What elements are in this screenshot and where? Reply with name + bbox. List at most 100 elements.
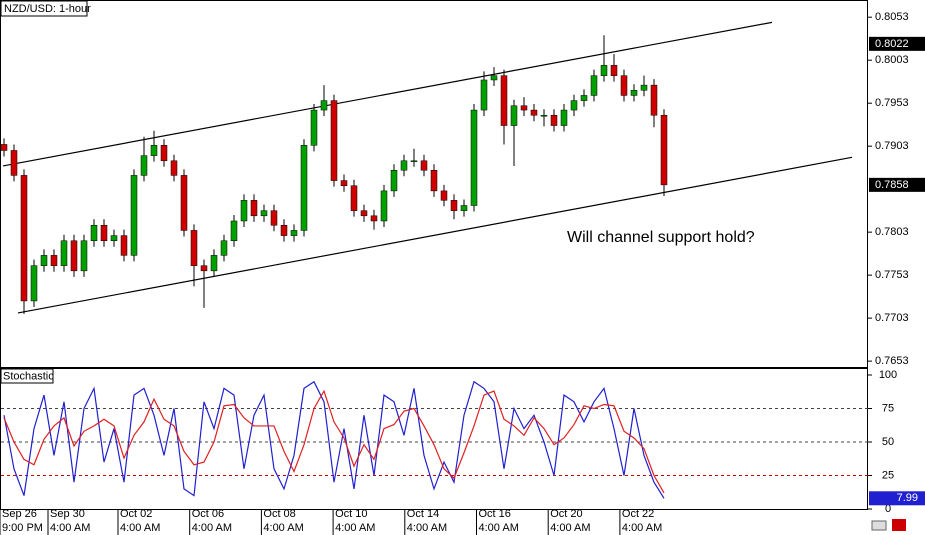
candle-body	[90, 225, 98, 241]
candle-body	[80, 240, 88, 272]
price-panel	[0, 0, 868, 368]
x-time-label: 4:00 AM	[335, 522, 375, 534]
candle-body	[20, 175, 28, 302]
y-tick-label: 0.7953	[875, 97, 909, 109]
stoch-line	[3, 380, 665, 499]
x-time-label: 4:00 AM	[120, 522, 160, 534]
candle-body	[140, 155, 148, 176]
x-date-label: Sep 30	[50, 508, 85, 520]
x-time-label: 9:00 PM	[2, 522, 43, 534]
channel-line	[2, 21, 773, 167]
y-tick-label: 0.8003	[875, 54, 909, 66]
candle-body	[60, 240, 68, 266]
x-date-label: Oct 06	[192, 508, 224, 520]
x-date-label: Oct 16	[479, 508, 511, 520]
candle-body	[610, 65, 618, 76]
candle-body	[510, 105, 518, 126]
candle-body	[520, 105, 528, 111]
candle-body	[560, 109, 568, 126]
candle-body	[160, 145, 168, 162]
y-tick-label: 0.8053	[875, 11, 909, 23]
shift-icon[interactable]	[892, 519, 906, 531]
y-tick-label: 0.7803	[875, 226, 909, 238]
stoch-tick-label: 0	[885, 503, 891, 515]
candle-body	[100, 225, 108, 241]
x-date-label: Oct 20	[550, 508, 582, 520]
candle-body	[460, 205, 468, 211]
candle-body	[290, 230, 298, 236]
candle-body	[150, 145, 158, 156]
candle-body	[470, 109, 478, 206]
candle-body	[500, 75, 508, 126]
candle-body	[220, 240, 228, 256]
candle-body	[410, 160, 418, 163]
stoch-value-label: 7.99	[897, 492, 918, 504]
channel-line	[17, 156, 853, 314]
marks	[0, 21, 868, 499]
candle-body	[660, 114, 668, 186]
x-time-label: 4:00 AM	[50, 522, 90, 534]
candle-body	[310, 109, 318, 146]
candle-body	[600, 65, 608, 76]
x-date-label: Oct 22	[622, 508, 654, 520]
x-time-label: 4:00 AM	[407, 522, 447, 534]
candle-body	[540, 114, 548, 117]
stoch-tick-label: 25	[882, 469, 894, 481]
candle-body	[10, 150, 18, 176]
price-marker-label: 0.8022	[875, 38, 909, 50]
candle-body	[240, 200, 248, 222]
candle-body	[180, 175, 188, 231]
candle-body	[590, 75, 598, 96]
candle-body	[550, 114, 558, 126]
y-tick-label: 0.7653	[875, 355, 909, 367]
title-box	[0, 0, 88, 17]
x-date-label: Oct 14	[407, 508, 439, 520]
candle-body	[650, 84, 658, 116]
candle-body	[350, 185, 358, 211]
candle-body	[330, 100, 338, 181]
candle-body	[270, 210, 278, 226]
stoch-tick-label: 50	[882, 436, 894, 448]
candle-body	[340, 180, 348, 186]
stoch-tick-label: 100	[879, 369, 897, 381]
candle-body	[390, 169, 398, 192]
candle-body	[250, 200, 258, 217]
candle-body	[530, 109, 538, 116]
x-time-label: 4:00 AM	[479, 522, 519, 534]
candle-body	[230, 220, 238, 241]
stochastic-title: Stochastic	[3, 370, 54, 382]
x-date-label: Oct 10	[335, 508, 367, 520]
chart-title: NZD/USD: 1-hour	[4, 3, 91, 15]
candle-body	[210, 255, 218, 272]
candle-body	[490, 75, 498, 81]
stoch-tick-label: 75	[882, 402, 894, 414]
candle-body	[0, 144, 8, 151]
candle-body	[320, 100, 328, 111]
candle-body	[30, 265, 38, 302]
candle-body	[70, 240, 78, 272]
price-marker	[869, 177, 925, 192]
candle-body	[570, 100, 578, 111]
candle-body	[130, 175, 138, 256]
scroll-icon[interactable]	[871, 520, 887, 531]
x-time-label: 4:00 AM	[622, 522, 662, 534]
y-tick-label: 0.7753	[875, 269, 909, 281]
price-marker-label: 0.7858	[875, 179, 909, 191]
stoch-line	[3, 389, 665, 494]
candle-body	[360, 210, 368, 217]
candle-body	[420, 160, 428, 171]
stochastic-panel	[0, 368, 868, 510]
candle-body	[370, 215, 378, 222]
y-tick-label: 0.7903	[875, 140, 909, 152]
candle-body	[110, 235, 118, 241]
y-tick-label: 0.7703	[875, 312, 909, 324]
candle-body	[580, 95, 588, 101]
x-date-label: Sep 26	[2, 508, 37, 520]
candle-body	[430, 169, 438, 192]
candle-body	[640, 84, 648, 91]
stoch-value-marker	[869, 491, 925, 506]
candle-body	[260, 210, 268, 217]
candle-body	[630, 90, 638, 96]
candle-body	[190, 230, 198, 266]
